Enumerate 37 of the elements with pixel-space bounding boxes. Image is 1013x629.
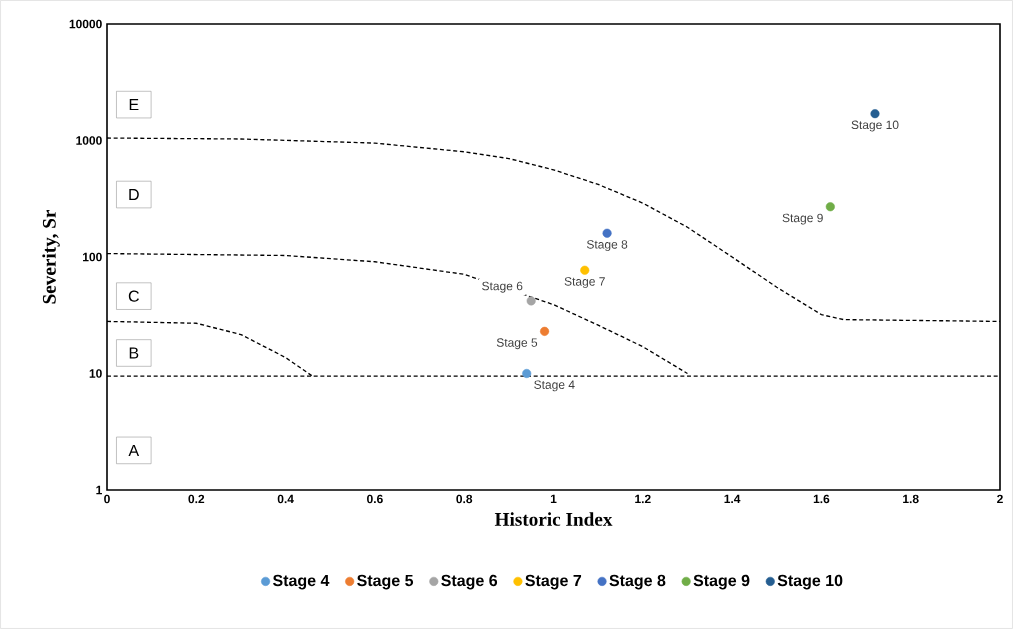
annotation: A [128,444,140,456]
annotation: D [129,189,139,201]
annotation: C [128,290,139,302]
legend-label: Stage 10 [777,574,843,590]
x-tick-label: 0 [104,494,110,504]
legend-label: Stage 6 [441,574,498,590]
y-tick-label: 100 [83,252,102,262]
annotation: E [129,99,139,111]
text: Stage 6 [482,281,523,293]
text: Stage 5 [496,338,538,350]
x-tick-label: 1.2 [635,494,651,504]
y-tick-label: 1 [96,485,102,495]
x-tick-label: 1.6 [813,494,830,504]
x-tick-label: 0.2 [188,494,205,504]
x-tick-label: 1.4 [724,494,741,503]
text: Stage 9 [782,213,823,225]
y-tick-label: 10000 [69,19,102,29]
x-axis-title: Historic Index [494,512,613,526]
text: Stage 4 [534,380,575,392]
text: Stage 8 [586,240,628,252]
x-tick-label: 2 [997,494,1003,504]
text: Stage 7 [564,277,605,289]
x-tick-label: 1.8 [903,494,919,504]
legend-label: Stage 7 [525,574,582,590]
legend-label: Stage 5 [357,574,414,590]
x-tick-label: 1 [550,494,557,503]
y-tick-label: 10 [89,369,102,378]
x-tick-label: 0.6 [367,494,383,504]
legend-label: Stage 4 [272,574,330,590]
legend-label: Stage 8 [609,574,666,590]
x-tick-label: 0.8 [456,494,473,504]
legend-label: Stage 9 [693,574,750,590]
y-axis-title: Severity, Sr [42,209,60,304]
text: Stage 10 [851,120,899,132]
x-tick-label: 0.4 [277,494,294,504]
y-tick-label: 1000 [76,136,102,145]
annotation: B [129,347,139,359]
